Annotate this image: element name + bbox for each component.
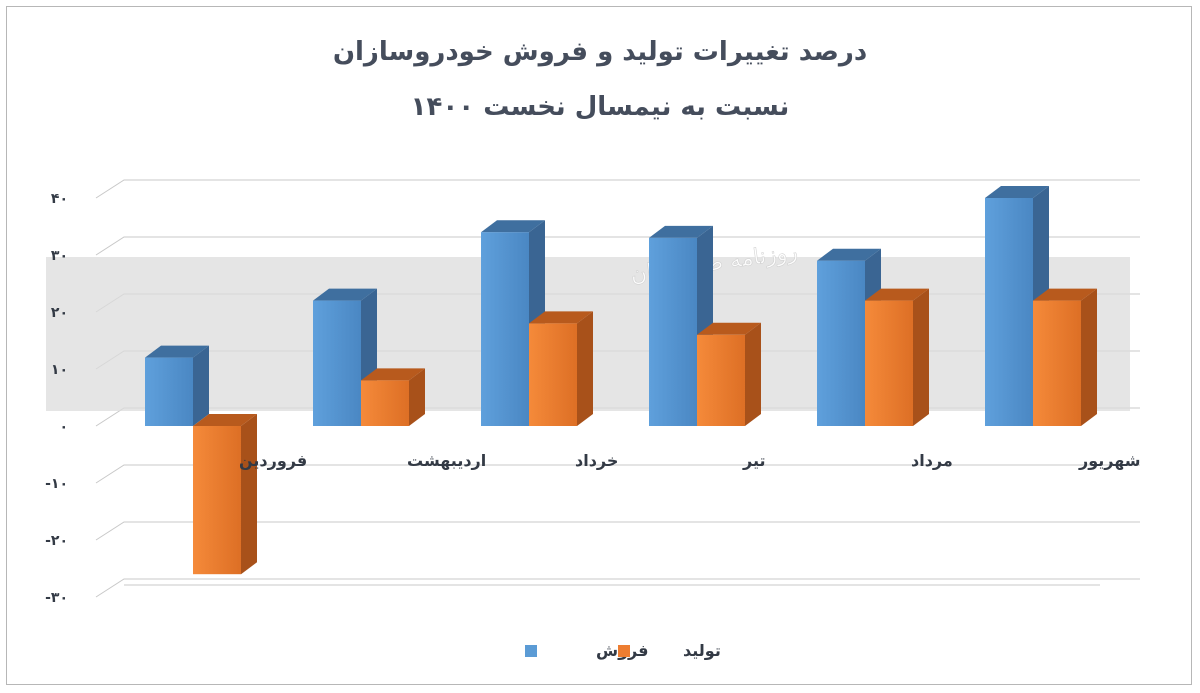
bar-production bbox=[697, 334, 745, 426]
y-tick-label: -۲۰ bbox=[45, 533, 68, 549]
y-tick-label: ۰ bbox=[59, 419, 68, 435]
bar-top bbox=[481, 220, 545, 233]
gridline bbox=[95, 464, 1140, 484]
bar-sales bbox=[145, 357, 193, 426]
bar-group bbox=[865, 288, 929, 426]
bar-top bbox=[865, 288, 929, 301]
category-label: فروردین bbox=[239, 451, 307, 470]
y-tick-label: ۱۰ bbox=[51, 362, 68, 378]
bar-group bbox=[697, 322, 761, 426]
bar-side bbox=[409, 368, 425, 426]
bar-top bbox=[313, 288, 377, 301]
y-tick-label: ۲۰ bbox=[51, 305, 68, 321]
legend: فروش تولید bbox=[525, 641, 721, 660]
bar-sales bbox=[817, 260, 865, 426]
gridline bbox=[95, 179, 1140, 199]
bar-top bbox=[817, 248, 881, 261]
gridline bbox=[95, 236, 1140, 256]
bar-side bbox=[577, 311, 593, 426]
bar-top bbox=[529, 311, 593, 324]
bars-layer bbox=[145, 186, 1097, 575]
bar-production bbox=[193, 426, 241, 575]
legend-label-production: تولید bbox=[683, 641, 721, 660]
bar-side bbox=[241, 414, 257, 575]
y-tick-label: -۱۰ bbox=[45, 476, 68, 492]
bar-group bbox=[529, 311, 593, 426]
y-tick-label: ۴۰ bbox=[51, 191, 68, 207]
chart-title: درصد تغییرات تولید و فروش خودروسازان bbox=[333, 37, 867, 67]
bar-sales bbox=[481, 232, 529, 426]
bar-side bbox=[193, 345, 209, 426]
bar-top bbox=[145, 345, 209, 358]
gridline bbox=[95, 521, 1140, 541]
bar-top bbox=[697, 322, 761, 335]
bar-group bbox=[361, 368, 425, 426]
bar-production bbox=[865, 300, 913, 426]
y-tick-label: ۳۰ bbox=[51, 248, 68, 264]
category-label: مرداد bbox=[911, 451, 953, 470]
bar-top bbox=[985, 186, 1049, 198]
bar-production bbox=[1033, 300, 1081, 426]
bar-production bbox=[361, 380, 409, 426]
y-tick-labels: -۳۰ -۲۰ -۱۰ ۰ ۱۰ ۲۰ ۳۰ ۴۰ bbox=[45, 191, 68, 606]
bar-sales bbox=[649, 237, 697, 426]
category-labels: فروردین اردیبهشت خرداد تیر مرداد شهریور bbox=[239, 451, 1141, 470]
legend-swatch-production bbox=[618, 645, 630, 657]
bar-sales bbox=[985, 198, 1033, 426]
chart-subtitle: نسبت به نیمسال نخست ۱۴۰۰ bbox=[411, 92, 790, 122]
bar-sales bbox=[313, 300, 361, 426]
bar-side bbox=[1081, 288, 1097, 426]
category-label: تیر bbox=[742, 451, 766, 470]
bar-production bbox=[529, 323, 577, 426]
legend-swatch-sales bbox=[525, 645, 537, 657]
category-label: شهریور bbox=[1078, 451, 1141, 470]
bar-group bbox=[1033, 288, 1097, 426]
bar-top bbox=[1033, 288, 1097, 301]
category-label: اردیبهشت bbox=[407, 451, 486, 470]
bar-top bbox=[649, 225, 713, 238]
y-tick-label: -۳۰ bbox=[45, 590, 68, 606]
bar-group bbox=[193, 414, 257, 575]
bar-group bbox=[145, 345, 209, 426]
bar-side bbox=[745, 322, 761, 426]
bar-side bbox=[913, 288, 929, 426]
bar-top bbox=[193, 414, 257, 426]
bar-top bbox=[361, 368, 425, 381]
gridline bbox=[95, 578, 1140, 598]
category-label: خرداد bbox=[575, 451, 618, 470]
